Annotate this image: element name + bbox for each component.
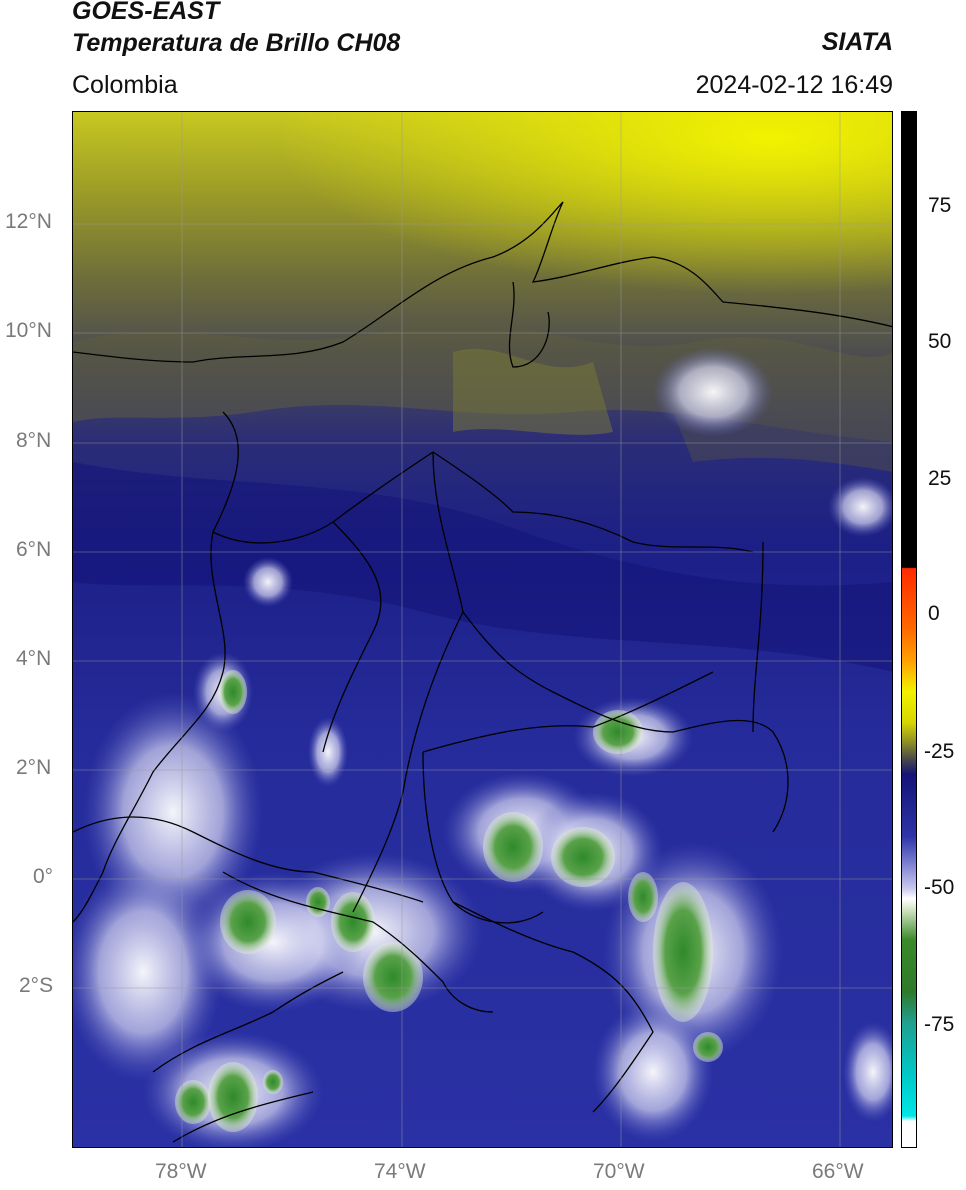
lat-label-2s: 2°S <box>19 974 54 997</box>
product-title: Temperatura de Brillo CH08 <box>72 29 401 57</box>
lat-label-0: 0° <box>33 865 54 888</box>
colorbar-scale <box>902 112 916 1147</box>
lat-label-4n: 4°N <box>16 647 52 670</box>
colorbar-tick-0: 0 <box>928 602 940 625</box>
lon-label-66w: 66°W <box>812 1160 864 1183</box>
colorbar-tick-25: 25 <box>928 467 952 490</box>
lon-label-74w: 74°W <box>374 1160 426 1183</box>
colorbar-tick-minus-50: -50 <box>924 876 955 899</box>
lat-label-10n: 10°N <box>5 319 52 342</box>
timestamp-label: 2024-02-12 16:49 <box>695 71 893 99</box>
agency-label: SIATA <box>821 28 893 56</box>
map-imagery <box>73 112 892 1147</box>
colorbar-tick-50: 50 <box>928 330 952 353</box>
lat-label-8n: 8°N <box>16 429 52 452</box>
lon-label-78w: 78°W <box>155 1160 207 1183</box>
colorbar-tick-minus-25: -25 <box>924 740 955 763</box>
satellite-title: GOES-EAST <box>72 0 220 25</box>
lat-label-6n: 6°N <box>16 538 52 561</box>
satellite-map[interactable] <box>72 111 893 1148</box>
lon-label-70w: 70°W <box>593 1160 645 1183</box>
region-label: Colombia <box>72 71 178 99</box>
colorbar-tick-75: 75 <box>928 194 952 217</box>
colorbar <box>901 111 917 1148</box>
lat-label-12n: 12°N <box>5 210 52 233</box>
lat-label-2n: 2°N <box>16 756 52 779</box>
colorbar-tick-minus-75: -75 <box>924 1013 955 1036</box>
